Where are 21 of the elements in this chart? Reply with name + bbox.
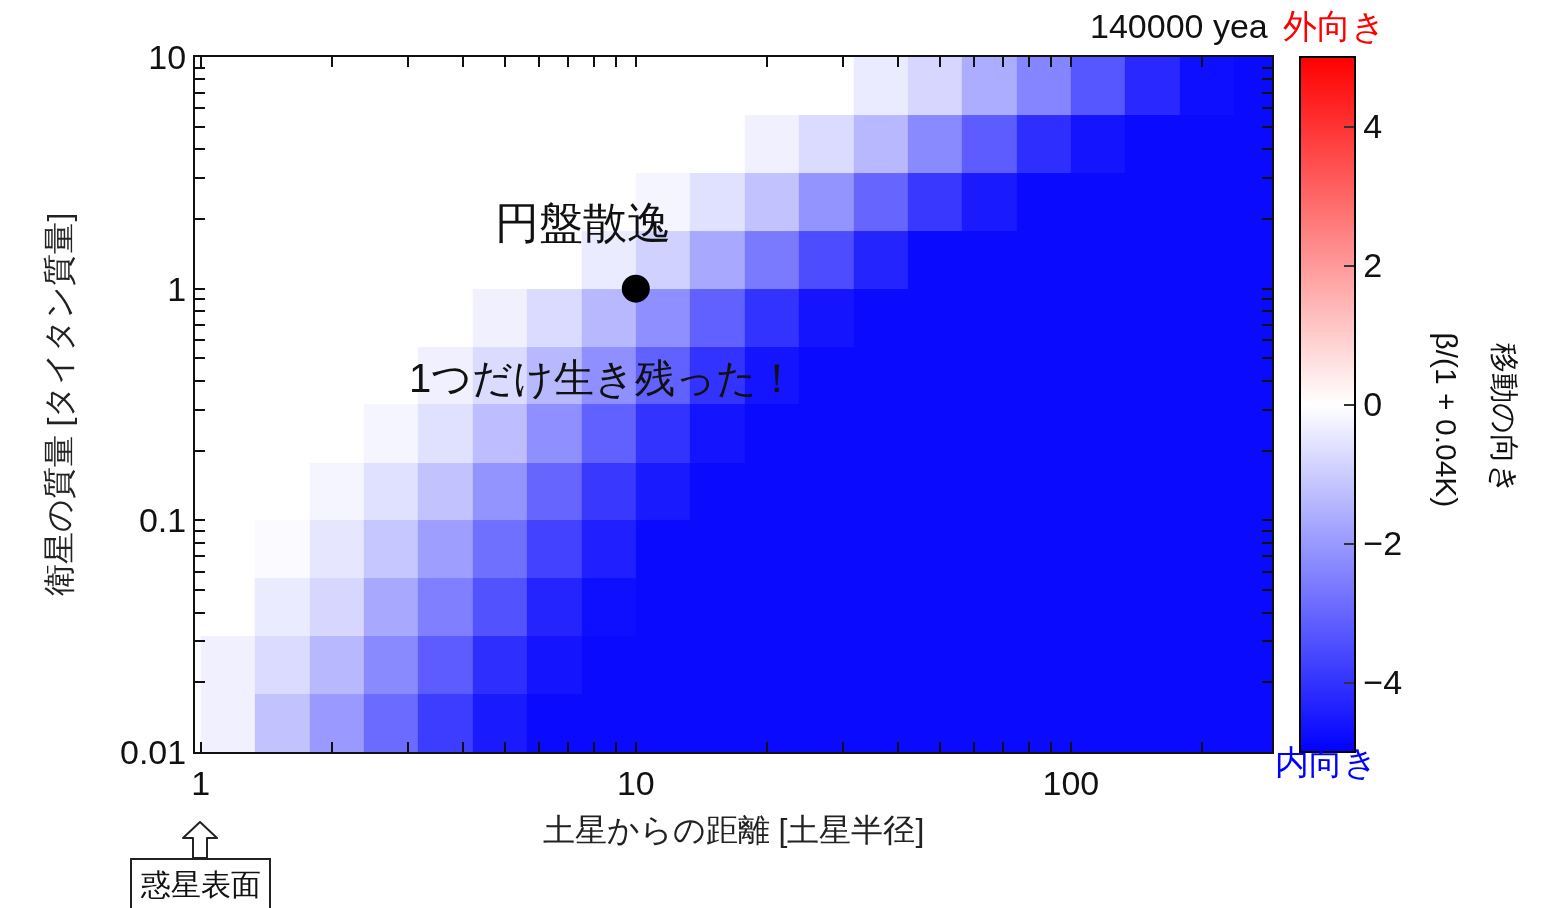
y-axis-title: 衛星の質量 [タイタン質量]: [40, 212, 77, 597]
text: 惑星表面: [140, 868, 261, 901]
color-bar-label: −4: [1363, 663, 1403, 702]
y-tick-label: 10: [148, 37, 187, 76]
x-axis-title: 土星からの距離 [土星半径]: [542, 812, 925, 849]
x-tick-label: 10: [616, 763, 655, 802]
color-bar-label: 4: [1363, 107, 1383, 146]
color-bar-label: 2: [1363, 246, 1383, 285]
y-tick-label: 1: [167, 269, 187, 308]
color-bar-label: 0: [1363, 385, 1383, 424]
color-bar-title: 移動の向き β/(1 + 0.04K): [1430, 332, 1522, 508]
text: 内向き: [1275, 743, 1378, 781]
annotation: 円盤散逸: [495, 198, 671, 247]
text: 外向き: [1283, 7, 1386, 45]
color-bar-label: −2: [1363, 524, 1403, 563]
text: 140000 yea: [1090, 7, 1268, 45]
y-tick-label: 0.01: [120, 732, 187, 771]
x-tick-label: 1: [191, 763, 211, 802]
y-tick-label: 0.1: [138, 501, 187, 540]
x-tick-label: 100: [1042, 763, 1100, 802]
annotation: 1つだけ生き残った！: [409, 356, 798, 400]
